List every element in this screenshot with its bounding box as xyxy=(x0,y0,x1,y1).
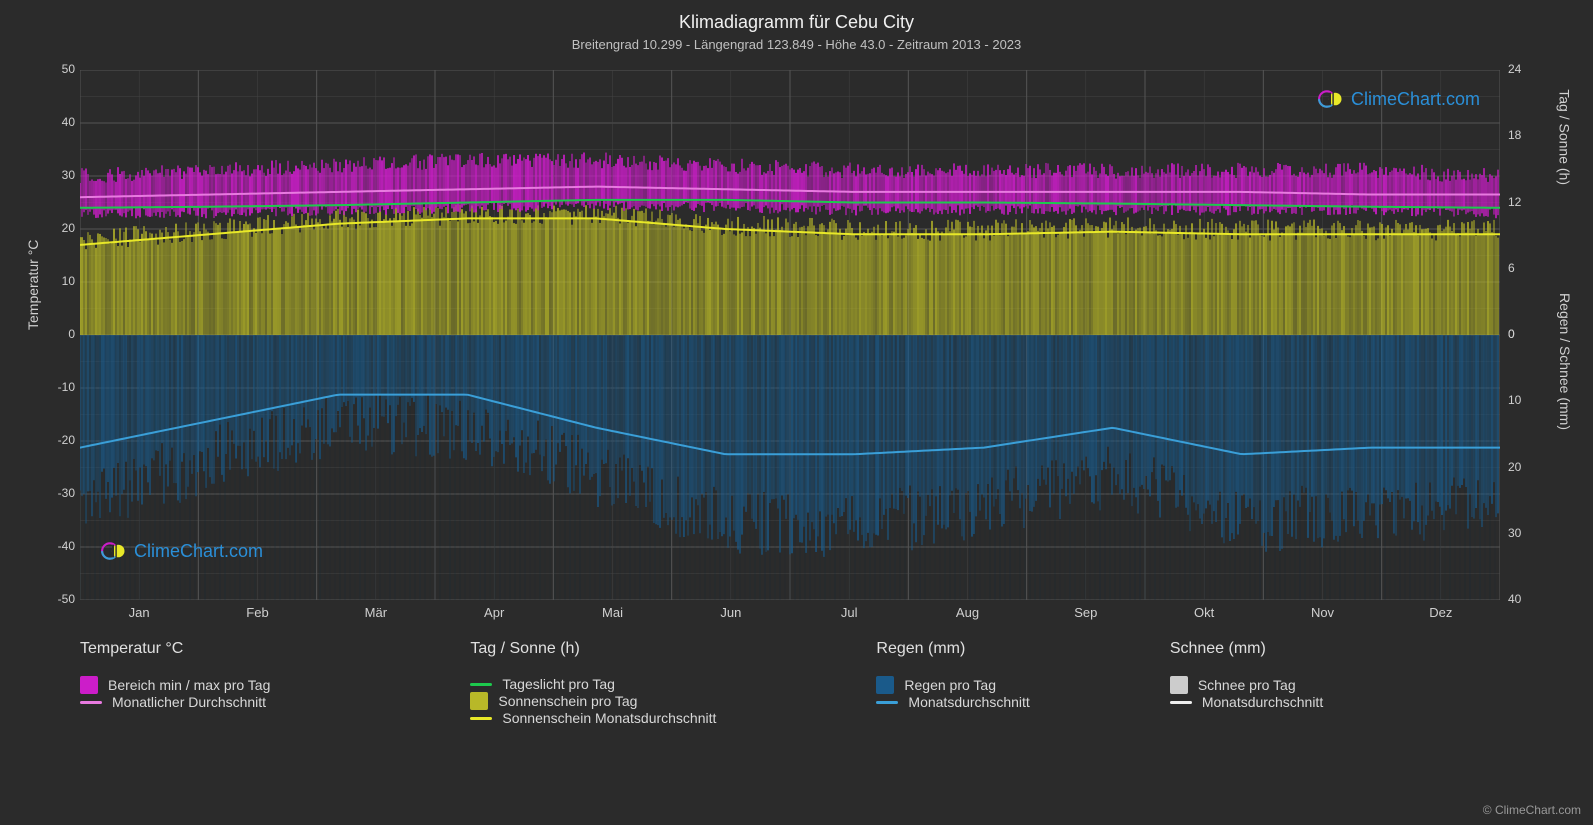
x-tick-month: Nov xyxy=(1311,605,1334,620)
legend-item: Tageslicht pro Tag xyxy=(470,676,716,692)
y-tick-left: 40 xyxy=(62,115,75,129)
x-tick-month: Mär xyxy=(365,605,387,620)
legend-item: Sonnenschein pro Tag xyxy=(470,692,716,710)
legend-item: Sonnenschein Monatsdurchschnitt xyxy=(470,710,716,726)
watermark-bottom: ClimeChart.com xyxy=(100,537,263,565)
legend-swatch-icon xyxy=(876,676,894,694)
chart-subtitle: Breitengrad 10.299 - Längengrad 123.849 … xyxy=(0,33,1593,52)
climechart-logo-icon xyxy=(100,537,128,565)
legend-swatch-icon xyxy=(470,692,488,710)
y-tick-right-top: 18 xyxy=(1508,128,1521,142)
chart-title: Klimadiagramm für Cebu City xyxy=(0,0,1593,33)
y-tick-left: 10 xyxy=(62,274,75,288)
chart-area: ClimeChart.com ClimeChart.com xyxy=(80,70,1500,600)
y-tick-right-top: 6 xyxy=(1508,261,1515,275)
legend-line-icon xyxy=(470,683,492,686)
legend-header: Tag / Sonne (h) xyxy=(470,640,716,658)
legend-item: Monatsdurchschnitt xyxy=(876,694,1029,710)
legend-label: Schnee pro Tag xyxy=(1198,677,1296,693)
legend-item: Schnee pro Tag xyxy=(1170,676,1323,694)
legend-header: Schnee (mm) xyxy=(1170,640,1323,658)
y-tick-left: 50 xyxy=(62,62,75,76)
y-tick-right-zero: 0 xyxy=(1508,327,1515,341)
legend-line-icon xyxy=(80,701,102,704)
legend-label: Sonnenschein pro Tag xyxy=(498,693,637,709)
y-axis-left-label: Temperatur °C xyxy=(25,240,41,330)
legend-col-temperature: Temperatur °C Bereich min / max pro TagM… xyxy=(80,640,270,726)
watermark-text: ClimeChart.com xyxy=(134,541,263,562)
legend-item: Monatlicher Durchschnitt xyxy=(80,694,270,710)
x-tick-month: Apr xyxy=(484,605,504,620)
legend-line-icon xyxy=(1170,701,1192,704)
x-tick-month: Jun xyxy=(720,605,741,620)
x-tick-month: Feb xyxy=(246,605,268,620)
legend-label: Monatsdurchschnitt xyxy=(1202,694,1323,710)
legend-label: Monatsdurchschnitt xyxy=(908,694,1029,710)
y-tick-right-top: 12 xyxy=(1508,195,1521,209)
y-tick-left: 0 xyxy=(68,327,75,341)
legend-item: Bereich min / max pro Tag xyxy=(80,676,270,694)
y-axis-right-top-label: Tag / Sonne (h) xyxy=(1557,89,1573,185)
chart-svg xyxy=(80,70,1500,600)
y-tick-right-bottom: 10 xyxy=(1508,393,1521,407)
y-tick-left: -20 xyxy=(58,433,75,447)
y-tick-right-bottom: 20 xyxy=(1508,460,1521,474)
legend-area: Temperatur °C Bereich min / max pro TagM… xyxy=(80,640,1520,726)
watermark-text: ClimeChart.com xyxy=(1351,89,1480,110)
legend-item: Regen pro Tag xyxy=(876,676,1029,694)
x-tick-month: Sep xyxy=(1074,605,1097,620)
watermark-top: ClimeChart.com xyxy=(1317,85,1480,113)
legend-header: Regen (mm) xyxy=(876,640,1029,658)
y-tick-left: 30 xyxy=(62,168,75,182)
legend-label: Regen pro Tag xyxy=(904,677,996,693)
x-tick-month: Jan xyxy=(129,605,150,620)
y-tick-left: -10 xyxy=(58,380,75,394)
y-tick-left: -40 xyxy=(58,539,75,553)
x-tick-month: Mai xyxy=(602,605,623,620)
legend-swatch-icon xyxy=(1170,676,1188,694)
legend-col-rain: Regen (mm) Regen pro TagMonatsdurchschni… xyxy=(876,640,1029,726)
legend-col-daysun: Tag / Sonne (h) Tageslicht pro TagSonnen… xyxy=(470,640,716,726)
x-tick-month: Dez xyxy=(1429,605,1452,620)
y-tick-right-top: 24 xyxy=(1508,62,1521,76)
y-axis-right-bottom-label: Regen / Schnee (mm) xyxy=(1557,293,1573,430)
y-tick-left: -50 xyxy=(58,592,75,606)
climechart-logo-icon xyxy=(1317,85,1345,113)
copyright-text: © ClimeChart.com xyxy=(1483,803,1581,817)
x-tick-month: Aug xyxy=(956,605,979,620)
x-tick-month: Okt xyxy=(1194,605,1214,620)
legend-swatch-icon xyxy=(80,676,98,694)
legend-line-icon xyxy=(470,717,492,720)
legend-col-snow: Schnee (mm) Schnee pro TagMonatsdurchsch… xyxy=(1170,640,1323,726)
y-tick-right-bottom: 30 xyxy=(1508,526,1521,540)
legend-header: Temperatur °C xyxy=(80,640,270,658)
y-tick-right-bottom: 40 xyxy=(1508,592,1521,606)
legend-line-icon xyxy=(876,701,898,704)
legend-label: Sonnenschein Monatsdurchschnitt xyxy=(502,710,716,726)
legend-label: Tageslicht pro Tag xyxy=(502,676,615,692)
legend-label: Bereich min / max pro Tag xyxy=(108,677,270,693)
legend-item: Monatsdurchschnitt xyxy=(1170,694,1323,710)
y-tick-left: 20 xyxy=(62,221,75,235)
legend-label: Monatlicher Durchschnitt xyxy=(112,694,266,710)
y-tick-left: -30 xyxy=(58,486,75,500)
x-tick-month: Jul xyxy=(841,605,858,620)
